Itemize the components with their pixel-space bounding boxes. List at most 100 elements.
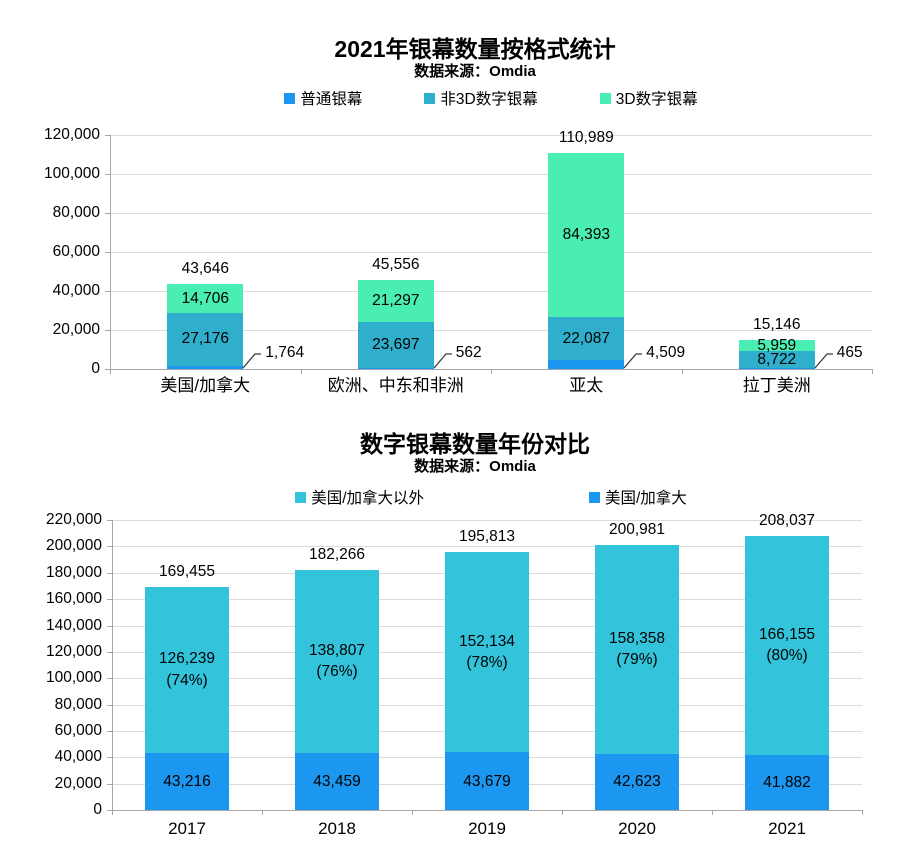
segment-value-label: 14,706 [181,289,229,307]
total-value-label: 169,455 [158,562,216,580]
y-axis-line [112,520,113,815]
x-axis-tick [112,810,113,815]
segment-value-label: 22,087 [562,329,610,347]
gridline [110,135,872,136]
total-value-label: 45,556 [372,256,420,274]
gridline [110,213,872,214]
y-axis-label: 0 [91,360,100,377]
bar-segment [167,365,244,369]
y-axis-tick [107,651,112,653]
segment-value-label: 23,697 [372,336,420,353]
bar-segment [738,368,815,369]
y-axis-line [110,135,111,374]
y-axis-tick [107,783,112,785]
total-value-label: 43,646 [181,259,229,277]
y-axis-tick [105,135,110,136]
callout-line [623,353,643,369]
callout-line [814,353,833,369]
x-axis-tick [712,810,713,815]
total-value-label: 200,981 [608,521,666,539]
total-value-label: 195,813 [458,527,516,545]
y-axis-tick [105,369,110,370]
legend-label: 3D数字银幕 [615,91,698,108]
legend: 普通银幕 非3D数字银幕 3D数字银幕 [110,88,872,108]
x-category-label: 2019 [468,819,506,838]
legend-label: 非3D数字银幕 [440,91,538,108]
segment-value-label: 152,134 (78%) [412,631,562,674]
bar-segment [357,321,434,368]
segment-percent-label: (78%) [466,654,508,672]
y-axis-label: 160,000 [45,590,102,608]
segment-value-label: 138,807 (76%) [262,640,412,683]
bar-segment [548,317,625,361]
segment-value-label: 27,176 [181,330,229,348]
y-axis-tick [107,572,112,574]
segment-value-label: 41,882 [763,773,811,791]
y-axis-label: 0 [93,801,102,818]
plot-area: 0 20,000 40,000 60,000 80,000 100,000 120,000 美… [43,126,873,395]
x-category-label: 美国/加拿大 [160,376,251,395]
y-axis-label: 200,000 [45,537,102,555]
x-category-label: 2020 [618,819,656,838]
gridline [110,330,872,331]
y-axis-label: 180,000 [45,563,102,581]
y-axis-label: 40,000 [54,748,102,766]
y-axis-tick [107,704,112,706]
segment-value-label: 43,679 [463,772,511,790]
legend-label: 美国/加拿大 [605,490,687,507]
x-category-label: 2018 [318,819,356,838]
y-axis-tick [107,810,112,811]
segment-percent-label: (74%) [166,671,208,689]
segment-value-label: 43,459 [313,772,361,790]
bar-segment [548,152,625,318]
bar-segment [167,283,244,313]
x-category-label: 欧洲、中东和非洲 [327,376,464,395]
y-axis-label: 60,000 [52,243,100,260]
segment-percent-label: (76%) [316,663,358,681]
legend-swatch-icon [284,92,296,104]
y-axis-label: 120,000 [43,126,100,143]
legend: 美国/加拿大以外 美国/加拿大 [110,487,872,507]
x-axis-tick [491,369,492,374]
x-axis-tick [872,369,873,374]
callout-value-label: 465 [836,344,863,361]
gridline [112,520,862,521]
bar-segment [295,752,379,810]
legend-label: 美国/加拿大以外 [311,490,424,507]
y-axis-tick [105,174,110,175]
callout-value-label: 1,764 [265,344,305,361]
gridline [110,291,872,292]
bar-segment [295,569,379,753]
y-axis-tick [105,213,110,214]
bar-segment [548,360,625,369]
bar-segment [357,280,434,322]
y-axis-tick [107,625,112,627]
x-category-label: 2021 [768,819,806,838]
bar-segment [445,551,529,753]
y-axis-label: 80,000 [54,695,102,713]
segment-value-label: 84,393 [562,226,610,244]
legend-item: 非3D数字银幕 [424,87,538,109]
bar-segment [738,351,815,369]
legend-swatch-icon [424,92,436,104]
x-axis-tick [300,369,302,374]
chart-subtitle: 数据来源：Omdia [414,63,536,80]
legend-item: 美国/加拿大 [589,486,687,508]
bar-segment [357,367,434,369]
y-axis-tick [105,252,110,253]
x-axis-tick [862,810,863,815]
x-axis-tick [412,810,413,815]
callout-value-label: 562 [455,344,482,361]
x-axis-tick [110,369,111,374]
y-axis-label: 100,000 [43,165,100,182]
bar-segment [145,753,229,810]
segment-value-label: 21,297 [372,292,420,310]
bar-segment [745,535,829,755]
x-axis-tick [562,810,563,815]
y-axis-label: 80,000 [52,204,100,221]
y-axis-label: 40,000 [52,282,100,299]
chart-subtitle: 数据来源：Omdia [414,458,536,475]
legend-swatch-icon [589,491,600,503]
